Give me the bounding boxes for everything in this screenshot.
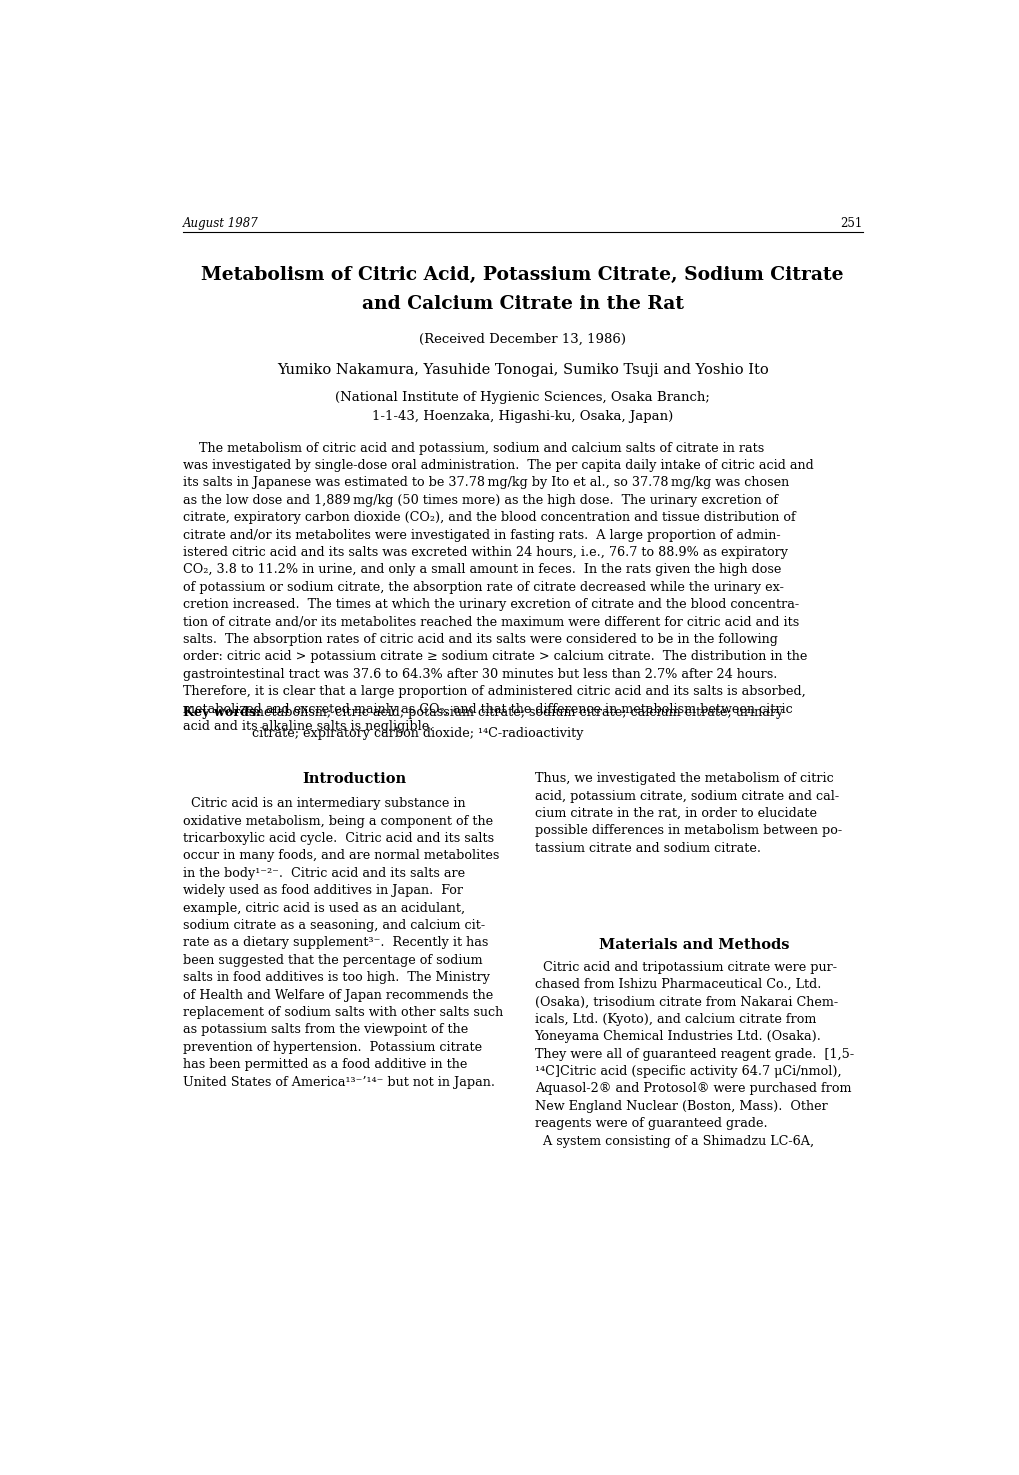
Text: and Calcium Citrate in the Rat: and Calcium Citrate in the Rat [362, 295, 683, 313]
Text: 1-1-43, Hoenzaka, Higashi-ku, Osaka, Japan): 1-1-43, Hoenzaka, Higashi-ku, Osaka, Jap… [372, 410, 673, 423]
Text: Key words:: Key words: [182, 707, 260, 720]
Text: Citric acid is an intermediary substance in
oxidative metabolism, being a compon: Citric acid is an intermediary substance… [182, 796, 502, 1089]
Text: 251: 251 [840, 217, 862, 230]
Text: (National Institute of Hygienic Sciences, Osaka Branch;: (National Institute of Hygienic Sciences… [335, 391, 709, 404]
Text: Metabolism of Citric Acid, Potassium Citrate, Sodium Citrate: Metabolism of Citric Acid, Potassium Cit… [202, 266, 843, 283]
Text: citrate; expiratory carbon dioxide; ¹⁴C-radioactivity: citrate; expiratory carbon dioxide; ¹⁴C-… [252, 727, 583, 739]
Text: The metabolism of citric acid and potassium, sodium and calcium salts of citrate: The metabolism of citric acid and potass… [182, 441, 813, 733]
Text: (Received December 13, 1986): (Received December 13, 1986) [419, 332, 626, 345]
Text: Materials and Methods: Materials and Methods [599, 938, 789, 951]
Text: August 1987: August 1987 [182, 217, 259, 230]
Text: Citric acid and tripotassium citrate were pur-
chased from Ishizu Pharmaceutical: Citric acid and tripotassium citrate wer… [534, 960, 853, 1148]
Text: metabolism; citric acid; potassium citrate; sodium citrate; calcium citrate; uri: metabolism; citric acid; potassium citra… [252, 707, 783, 720]
Text: Thus, we investigated the metabolism of citric
acid, potassium citrate, sodium c: Thus, we investigated the metabolism of … [534, 771, 841, 854]
Text: Introduction: Introduction [303, 771, 407, 786]
Text: Yumiko Nakamura, Yasuhide Tonogai, Sumiko Tsuji and Yoshio Ito: Yumiko Nakamura, Yasuhide Tonogai, Sumik… [276, 363, 768, 378]
